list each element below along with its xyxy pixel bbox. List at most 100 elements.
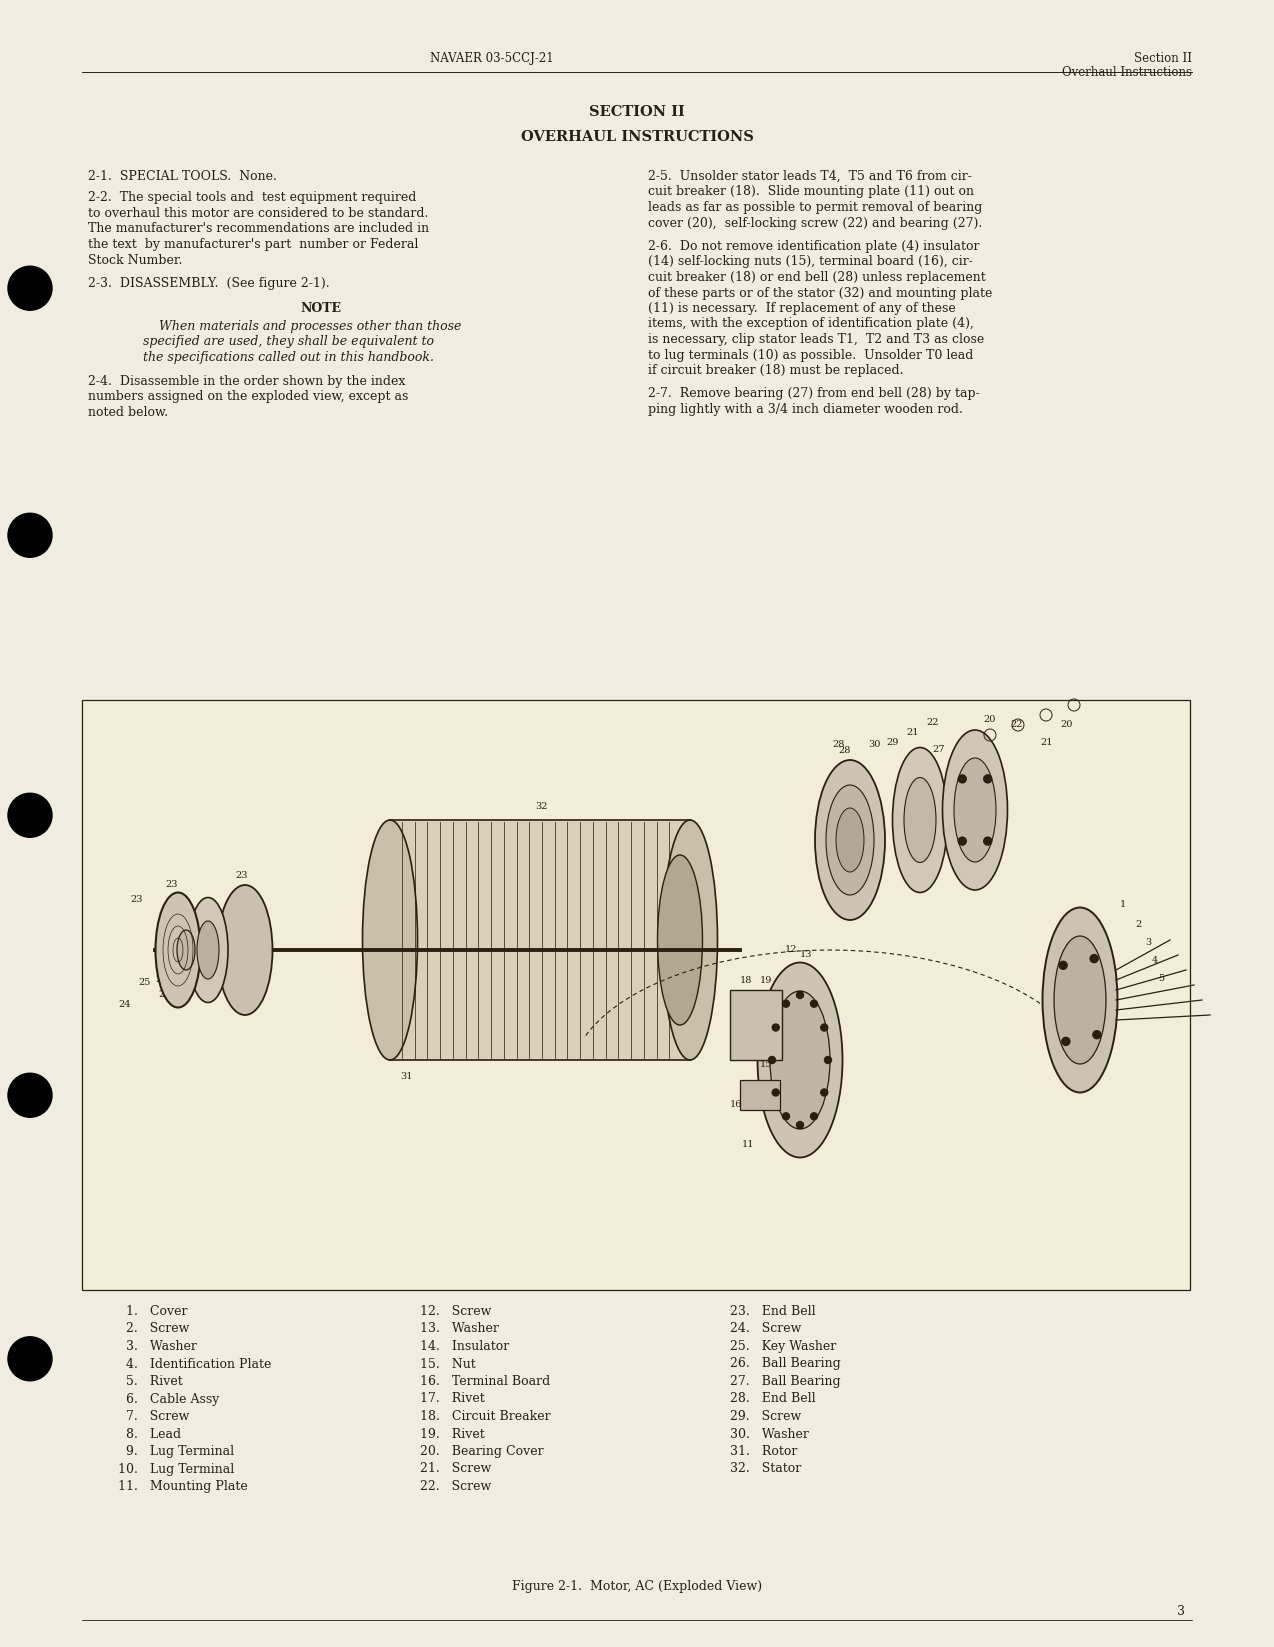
Text: Section II: Section II — [1134, 53, 1192, 64]
Text: 18: 18 — [740, 977, 753, 985]
Circle shape — [810, 1000, 818, 1008]
Circle shape — [958, 837, 966, 845]
Text: 24: 24 — [118, 1000, 130, 1010]
Text: 29: 29 — [885, 738, 898, 748]
Text: 23: 23 — [130, 894, 143, 904]
Text: 1: 1 — [1120, 899, 1126, 909]
Text: 31.   Rotor: 31. Rotor — [730, 1444, 798, 1458]
Text: 12.   Screw: 12. Screw — [420, 1304, 492, 1318]
Text: (14) self-locking nuts (15), terminal board (16), cir-: (14) self-locking nuts (15), terminal bo… — [648, 255, 973, 268]
Text: 5.   Rivet: 5. Rivet — [118, 1375, 182, 1388]
Text: 19: 19 — [761, 977, 772, 985]
Circle shape — [984, 837, 991, 845]
Circle shape — [824, 1056, 832, 1064]
Text: 25.   Key Washer: 25. Key Washer — [730, 1341, 836, 1352]
Ellipse shape — [836, 809, 864, 871]
Circle shape — [782, 1000, 790, 1008]
Circle shape — [820, 1024, 828, 1031]
Text: 19.   Rivet: 19. Rivet — [420, 1428, 484, 1441]
Text: 26.   Ball Bearing: 26. Ball Bearing — [730, 1357, 841, 1370]
Text: NAVAER 03-5CCJ-21: NAVAER 03-5CCJ-21 — [431, 53, 554, 64]
Text: numbers assigned on the exploded view, except as: numbers assigned on the exploded view, e… — [88, 390, 409, 404]
Text: 2-1.  SPECIAL TOOLS.  None.: 2-1. SPECIAL TOOLS. None. — [88, 170, 276, 183]
Text: 1.   Cover: 1. Cover — [118, 1304, 187, 1318]
Text: 2-6.  Do not remove identification plate (4) insulator: 2-6. Do not remove identification plate … — [648, 240, 980, 254]
Text: cuit breaker (18) or end bell (28) unless replacement: cuit breaker (18) or end bell (28) unles… — [648, 272, 986, 283]
Circle shape — [1091, 955, 1098, 962]
Text: When materials and processes other than those: When materials and processes other than … — [143, 320, 461, 333]
Text: if circuit breaker (18) must be replaced.: if circuit breaker (18) must be replaced… — [648, 364, 903, 377]
Text: 2: 2 — [1135, 921, 1142, 929]
Bar — [82, 700, 1190, 1290]
Text: (11) is necessary.  If replacement of any of these: (11) is necessary. If replacement of any… — [648, 301, 956, 315]
Text: SECTION II: SECTION II — [589, 105, 685, 119]
Circle shape — [772, 1024, 780, 1031]
Ellipse shape — [662, 820, 717, 1061]
Ellipse shape — [1042, 907, 1117, 1092]
Text: 5: 5 — [1158, 973, 1164, 983]
Text: 26: 26 — [158, 990, 171, 1000]
Text: 32: 32 — [535, 802, 548, 810]
Circle shape — [8, 1337, 52, 1380]
Text: 7.   Screw: 7. Screw — [118, 1410, 190, 1423]
Text: 25: 25 — [167, 960, 180, 968]
Text: 28: 28 — [832, 740, 845, 749]
Text: 27: 27 — [933, 744, 944, 754]
Text: Stock Number.: Stock Number. — [88, 254, 182, 267]
Text: 3.   Washer: 3. Washer — [118, 1341, 197, 1352]
Circle shape — [1061, 1038, 1070, 1046]
Text: specified are used, they shall be equivalent to: specified are used, they shall be equiva… — [143, 336, 434, 349]
Text: 30.   Washer: 30. Washer — [730, 1428, 809, 1441]
Text: 14.   Insulator: 14. Insulator — [420, 1341, 510, 1352]
Circle shape — [1059, 962, 1068, 970]
Text: 21: 21 — [1040, 738, 1052, 748]
Ellipse shape — [758, 962, 842, 1158]
Text: Figure 2-1.  Motor, AC (Exploded View): Figure 2-1. Motor, AC (Exploded View) — [512, 1579, 762, 1593]
Ellipse shape — [1054, 935, 1106, 1064]
Text: 24.   Screw: 24. Screw — [730, 1323, 801, 1336]
Text: NOTE: NOTE — [301, 303, 341, 316]
Text: 2-7.  Remove bearing (27) from end bell (28) by tap-: 2-7. Remove bearing (27) from end bell (… — [648, 387, 980, 400]
Ellipse shape — [177, 931, 195, 970]
Text: 20.   Bearing Cover: 20. Bearing Cover — [420, 1444, 544, 1458]
Circle shape — [958, 774, 966, 782]
Ellipse shape — [657, 855, 702, 1024]
Circle shape — [984, 774, 991, 782]
Ellipse shape — [893, 748, 948, 893]
Text: to overhaul this motor are considered to be standard.: to overhaul this motor are considered to… — [88, 208, 428, 221]
Circle shape — [8, 514, 52, 557]
Text: 31: 31 — [400, 1072, 413, 1080]
Text: the specifications called out in this handbook.: the specifications called out in this ha… — [143, 351, 434, 364]
Text: of these parts or of the stator (32) and mounting plate: of these parts or of the stator (32) and… — [648, 287, 992, 300]
Circle shape — [8, 794, 52, 837]
Text: 20: 20 — [1060, 720, 1073, 730]
Circle shape — [820, 1089, 828, 1095]
Text: is necessary, clip stator leads T1,  T2 and T3 as close: is necessary, clip stator leads T1, T2 a… — [648, 333, 985, 346]
Text: 32.   Stator: 32. Stator — [730, 1463, 801, 1476]
Text: 16: 16 — [730, 1100, 743, 1108]
Ellipse shape — [189, 898, 228, 1003]
Circle shape — [1093, 1031, 1101, 1039]
Ellipse shape — [943, 730, 1008, 889]
Text: the text  by manufacturer's part  number or Federal: the text by manufacturer's part number o… — [88, 239, 418, 250]
Text: 28: 28 — [838, 746, 850, 754]
Text: 20: 20 — [984, 715, 995, 725]
Text: 13.   Washer: 13. Washer — [420, 1323, 499, 1336]
Text: cover (20),  self-locking screw (22) and bearing (27).: cover (20), self-locking screw (22) and … — [648, 216, 982, 229]
Ellipse shape — [815, 759, 885, 921]
Text: 12: 12 — [785, 945, 798, 954]
Text: 15.   Nut: 15. Nut — [420, 1357, 475, 1370]
Text: 23: 23 — [234, 871, 247, 879]
Bar — [740, 1080, 780, 1110]
Circle shape — [772, 1089, 780, 1095]
Text: 13: 13 — [800, 950, 813, 959]
Ellipse shape — [954, 758, 996, 861]
Text: 24: 24 — [155, 975, 167, 983]
Text: 3: 3 — [1177, 1604, 1185, 1617]
Circle shape — [768, 1056, 776, 1064]
Text: 4: 4 — [1152, 955, 1158, 965]
Text: 21.   Screw: 21. Screw — [420, 1463, 492, 1476]
Text: leads as far as possible to permit removal of bearing: leads as far as possible to permit remov… — [648, 201, 982, 214]
Circle shape — [796, 1122, 804, 1128]
Ellipse shape — [155, 893, 200, 1008]
